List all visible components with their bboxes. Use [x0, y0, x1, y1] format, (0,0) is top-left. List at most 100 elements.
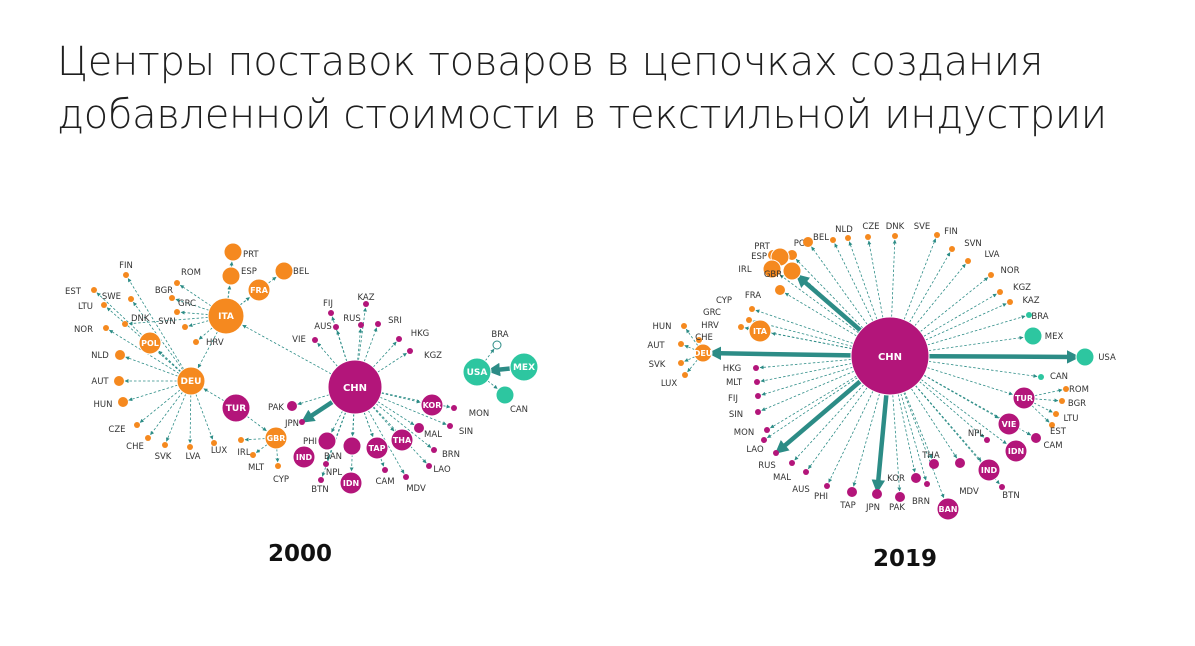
edge-chn-tha: [904, 391, 933, 459]
edge-chn-aus: [808, 387, 868, 470]
node-est: [1049, 422, 1055, 428]
node-label-hun: HUN: [94, 400, 113, 410]
node-nld: [830, 237, 836, 243]
node-label-kaz: KAZ: [1022, 296, 1039, 306]
node-label-esp: ESP: [751, 252, 767, 262]
edge-chn-sve: [891, 239, 897, 318]
node-label-lva: LVA: [985, 250, 1000, 260]
edge-chn-vie: [923, 375, 999, 419]
node-brn: [924, 481, 930, 487]
node-kgz: [997, 289, 1003, 295]
node-label-phi: PHI: [814, 492, 828, 502]
node-fij: [328, 310, 334, 316]
node-label-tap: TAP: [839, 501, 855, 511]
edge-ita-bgr: [175, 298, 210, 311]
node-label-svn: SVN: [158, 317, 176, 327]
node-kgz: [407, 348, 413, 354]
edge-chn-gbr: [795, 274, 863, 333]
node-ltu: [101, 302, 107, 308]
node-label-ind: IND: [981, 466, 998, 475]
edge-chn-kgz: [377, 352, 407, 373]
edge-chn-usa: [928, 350, 1081, 364]
node-label-ind: IND: [296, 453, 313, 462]
node-brn: [431, 447, 437, 453]
edge-chn-can: [928, 360, 1038, 378]
node-label-lux: LUX: [661, 379, 678, 389]
page-title: Центры поставок товаров в цепочках созда…: [57, 36, 1157, 142]
edge-chn-jpn: [300, 400, 334, 423]
node-tur: [221, 393, 251, 423]
node-pak: [287, 401, 297, 411]
node-usa: [462, 357, 492, 387]
node-label-nor: NOR: [1001, 266, 1020, 276]
node-label-idn: IDN: [343, 479, 359, 488]
node-ind: [292, 445, 316, 469]
node-ban: [342, 436, 362, 456]
edge-chn-nor: [920, 277, 989, 332]
node-label-ban: BAN: [324, 452, 342, 462]
edge-tur-gbr: [246, 416, 267, 432]
node-mon: [764, 427, 770, 433]
node-label-mlt: MLT: [726, 378, 743, 388]
edge-ita-grc: [180, 310, 209, 315]
node-label-aut: AUT: [647, 341, 665, 351]
edge-gbr-cyp: [275, 448, 280, 463]
node-label-pol: POL: [141, 339, 159, 348]
edge-chn-mal: [377, 401, 415, 426]
node-label-dnk: DNK: [886, 222, 905, 232]
node-tur: [1012, 386, 1036, 410]
edge-chn-rus: [774, 379, 862, 454]
edge-chn-mdv: [911, 388, 958, 459]
node-label-mdv: MDV: [959, 487, 979, 497]
node-label-ita: ITA: [753, 327, 768, 336]
node-label-kaz: KAZ: [357, 293, 374, 303]
nodes-2000: CHN DEU ITA FRA POL GBR TUR KOR THA TAP IDN IND USA M…: [65, 242, 539, 495]
node-label-brn: BRN: [912, 497, 930, 507]
node-label-kgz: KGZ: [424, 351, 442, 361]
node-ltu: [1053, 411, 1059, 417]
node-label-rus: RUS: [758, 461, 776, 471]
node-nor: [103, 325, 109, 331]
edge-deu-ltu: [106, 307, 181, 373]
edge-ita-rom: [179, 284, 212, 307]
node-npl: [323, 461, 329, 467]
node-label-bgr: BGR: [155, 286, 173, 296]
network-diagram-2019: CHN ITA DEU TUR VIE IDN IND BAN MEX USA CAN BRA PRT P…: [647, 222, 1116, 521]
node-nld: [115, 350, 125, 360]
node-hrv: [193, 339, 199, 345]
edge-deu-est: [96, 292, 182, 372]
edge-chn-irl: [779, 274, 859, 334]
node-label-swe: SWE: [102, 292, 121, 302]
node-label-phi: PHI: [303, 437, 317, 447]
node-aut: [678, 341, 684, 347]
edge-chn-svn: [909, 252, 951, 323]
node-btn: [999, 484, 1005, 490]
node-label-sin: SIN: [729, 410, 743, 420]
node-mal: [789, 460, 795, 466]
node-label-bel: BEL: [813, 233, 829, 243]
node-fra: [775, 285, 785, 295]
node-rus: [773, 450, 779, 456]
year-label-2000: 2000: [268, 541, 333, 567]
node-mlt: [754, 379, 760, 385]
node-label-prt: PRT: [243, 250, 259, 260]
edge-deu-svk: [166, 393, 187, 442]
node-swe: [128, 296, 134, 302]
node-bel: [803, 237, 813, 247]
node-ind: [977, 458, 1001, 482]
node-label-irl: IRL: [738, 265, 751, 275]
node-label-bra: BRA: [491, 330, 508, 340]
node-cyp: [275, 463, 281, 469]
edge-chn-ind: [915, 385, 982, 462]
node-pak: [895, 492, 905, 502]
edge-chn-mex: [928, 335, 1024, 351]
node-kor: [911, 473, 921, 483]
node-label-can: CAN: [510, 405, 528, 415]
node-bra: [1026, 312, 1032, 318]
node-label-aus: AUS: [792, 485, 809, 495]
node-fin: [934, 232, 940, 238]
edge-chn-pak: [297, 394, 330, 406]
edge-chn-npl: [919, 381, 985, 438]
node-gbr: [264, 426, 288, 450]
title-line-2: добавленной стоимости в текстильной инду…: [57, 92, 1107, 138]
